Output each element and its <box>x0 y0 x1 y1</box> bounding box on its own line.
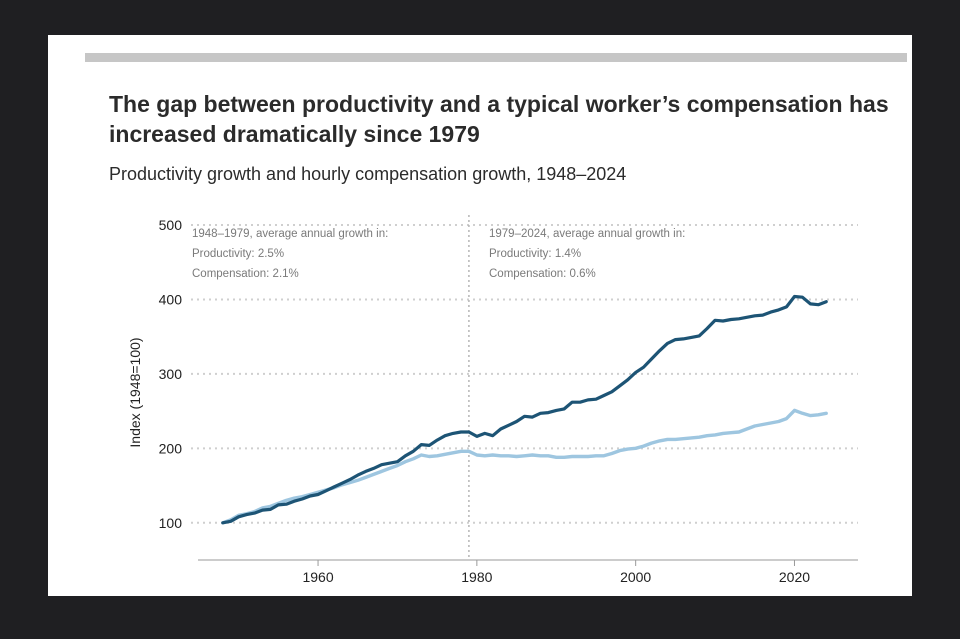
top-accent-bar <box>85 53 907 62</box>
series-compensation-line <box>221 408 828 525</box>
y-axis-label: Index (1948=100) <box>127 337 143 447</box>
annotation-1-line-2: Productivity: 2.5% <box>192 248 284 260</box>
annotation-2-line-3: Compensation: 0.6% <box>489 268 596 280</box>
series-productivity-line <box>221 294 828 525</box>
y-tick-label: 400 <box>159 291 183 307</box>
series-lines <box>221 294 828 525</box>
line-chart: 100 200 300 400 500 1960 1980 2000 2020 1948–19… <box>127 215 858 585</box>
gridlines: 100 200 300 400 500 <box>159 217 858 531</box>
chart-title: The gap between productivity and a typic… <box>109 91 889 147</box>
annotation-1-line-1: 1948–1979, average annual growth in: <box>192 228 388 240</box>
x-axis: 1960 1980 2000 2020 <box>198 559 858 585</box>
x-tick-label: 2000 <box>620 569 651 585</box>
x-tick-label: 1980 <box>461 569 492 585</box>
chart-card: The gap between productivity and a typic… <box>48 35 912 596</box>
annotation-2-line-2: Productivity: 1.4% <box>489 248 581 260</box>
annotation-1-line-3: Compensation: 2.1% <box>192 268 299 280</box>
y-tick-label: 100 <box>159 515 183 531</box>
chart-subtitle: Productivity growth and hourly compensat… <box>109 164 627 184</box>
annotations: 1948–1979, average annual growth in: Prod… <box>192 228 685 280</box>
y-tick-label: 200 <box>159 440 183 456</box>
y-tick-label: 300 <box>159 366 183 382</box>
x-tick-label: 2020 <box>779 569 810 585</box>
x-tick-label: 1960 <box>302 569 333 585</box>
y-tick-label: 500 <box>159 217 183 233</box>
annotation-2-line-1: 1979–2024, average annual growth in: <box>489 228 685 240</box>
